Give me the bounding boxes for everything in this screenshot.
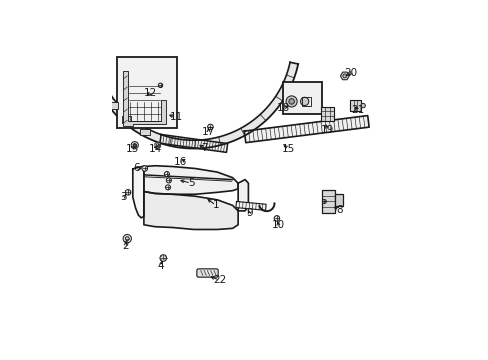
Circle shape [164,172,169,176]
FancyBboxPatch shape [197,269,218,277]
Bar [121,116,131,122]
Text: 3: 3 [120,192,127,202]
Text: 16: 16 [174,157,187,167]
Circle shape [142,166,147,171]
Text: 17: 17 [202,127,215,138]
Bar [283,82,321,114]
Circle shape [300,97,308,105]
Circle shape [360,103,365,108]
Text: 12: 12 [143,88,157,98]
Circle shape [131,141,138,149]
Text: 6: 6 [133,163,140,174]
Circle shape [322,199,325,203]
Text: 13: 13 [125,144,138,154]
Circle shape [158,83,163,87]
Bar [322,190,334,213]
Polygon shape [143,192,238,229]
Text: 20: 20 [344,68,357,78]
Text: 11: 11 [169,112,183,122]
Text: 22: 22 [212,275,226,285]
Circle shape [166,178,171,183]
Circle shape [165,185,170,190]
Text: 19: 19 [321,125,334,135]
Text: 5: 5 [187,178,194,188]
Circle shape [207,124,213,130]
Polygon shape [123,71,166,126]
Text: 21: 21 [351,105,364,115]
Circle shape [285,96,297,107]
Polygon shape [155,142,160,149]
Text: 18: 18 [276,103,289,113]
Polygon shape [160,134,227,152]
Text: 14: 14 [148,144,161,154]
Polygon shape [340,72,348,80]
Polygon shape [235,202,265,210]
Bar [301,97,310,105]
Polygon shape [133,167,143,218]
Text: 2: 2 [122,241,128,251]
Circle shape [274,216,279,221]
Bar [108,102,118,109]
Circle shape [123,234,131,243]
Polygon shape [143,166,238,194]
Text: 8: 8 [335,205,342,215]
Bar [334,194,342,207]
Bar [349,100,360,111]
Text: 10: 10 [271,220,285,230]
Circle shape [125,237,129,240]
Circle shape [125,190,131,195]
Text: 4: 4 [157,261,163,271]
Text: 15: 15 [282,144,295,154]
Polygon shape [238,180,248,211]
Circle shape [133,144,136,147]
Bar [117,57,176,128]
Bar [320,107,334,121]
Text: 1: 1 [212,201,219,210]
Bar [140,129,149,135]
Polygon shape [90,62,298,149]
Circle shape [160,255,166,261]
Circle shape [342,74,346,78]
Polygon shape [244,116,368,143]
Text: 9: 9 [245,208,252,218]
Text: 7: 7 [201,143,208,153]
Circle shape [288,99,294,104]
